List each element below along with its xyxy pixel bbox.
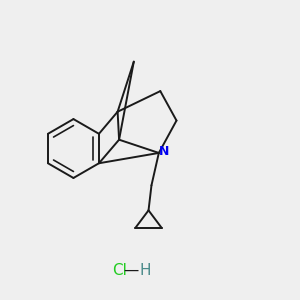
Text: —: —	[123, 263, 139, 278]
Text: H: H	[140, 263, 151, 278]
Text: Cl: Cl	[112, 263, 127, 278]
Text: N: N	[159, 145, 169, 158]
